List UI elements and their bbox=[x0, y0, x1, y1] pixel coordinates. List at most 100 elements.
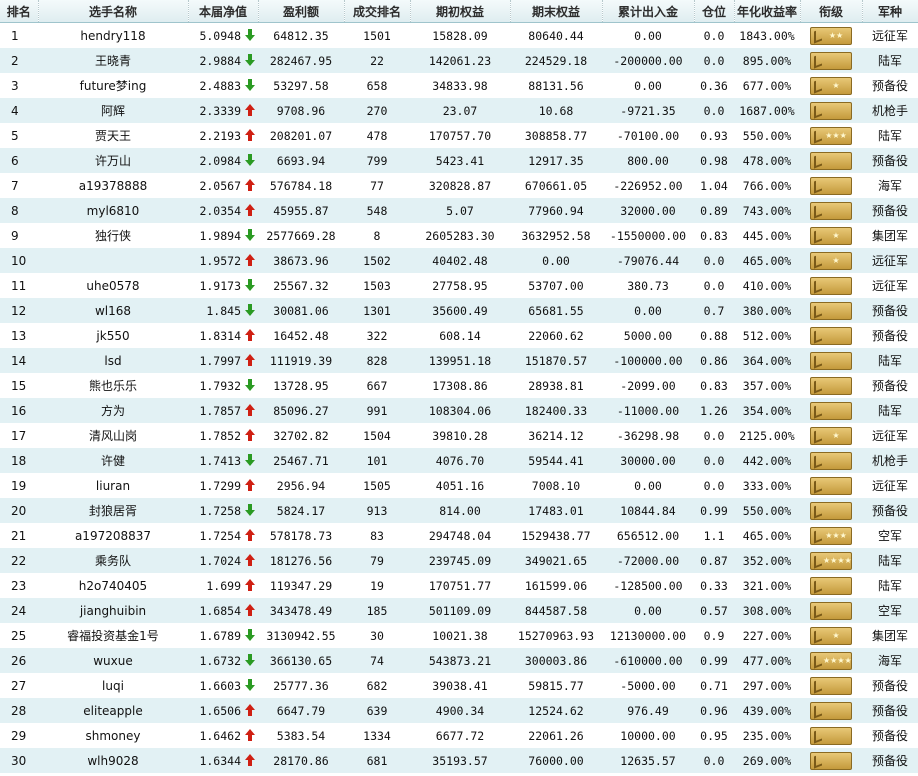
military-rank-cell bbox=[800, 273, 862, 298]
player-name-link[interactable]: wuxue bbox=[38, 648, 188, 673]
arrow-up-icon bbox=[244, 604, 256, 617]
end-equity-cell: 151870.57 bbox=[510, 348, 602, 373]
end-equity-cell: 59815.77 bbox=[528, 678, 584, 693]
arrow-down-icon bbox=[244, 79, 256, 92]
player-name-link[interactable]: 清风山岗 bbox=[88, 429, 137, 443]
military-rank-cell bbox=[800, 298, 862, 323]
player-name-link[interactable]: eliteapple bbox=[38, 698, 188, 723]
military-rank-cell bbox=[800, 348, 862, 373]
position-cell: 0.86 bbox=[694, 348, 734, 373]
military-rank-cell: ★ bbox=[800, 248, 862, 273]
header-military-rank[interactable]: 衔级 bbox=[800, 0, 863, 23]
player-name-link[interactable]: 王晓青 bbox=[38, 48, 188, 73]
profit-cell: 366130.65 bbox=[258, 648, 344, 673]
player-name-link[interactable]: lsd bbox=[38, 348, 188, 373]
net-value-cell: 1.6506 bbox=[188, 698, 258, 723]
start-equity-cell: 170751.77 bbox=[428, 578, 492, 593]
start-equity-cell: 34833.98 bbox=[432, 78, 488, 93]
cumulative-flow-cell: -610000.00 bbox=[602, 648, 694, 673]
header-annual-return[interactable]: 年化收益率 bbox=[734, 0, 801, 23]
player-name-link[interactable]: 许健 bbox=[38, 448, 188, 473]
rank-insignia-icon: ★ bbox=[810, 251, 852, 270]
profit-cell: 25777.36 bbox=[273, 678, 329, 693]
military-rank-cell: ★ bbox=[800, 223, 862, 248]
profit-cell: 119347.29 bbox=[269, 578, 333, 593]
header-end-equity[interactable]: 期末权益 bbox=[510, 0, 603, 23]
net-value-cell: 1.7997 bbox=[188, 348, 258, 373]
header-trade-rank[interactable]: 成交排名 bbox=[344, 0, 411, 23]
insignia-stars bbox=[823, 453, 849, 469]
profit-cell: 13728.95 bbox=[273, 378, 329, 393]
net-value-cell: 2.0354 bbox=[188, 198, 258, 223]
player-name-link[interactable]: a19378888 bbox=[78, 178, 148, 193]
header-net-value[interactable]: 本届净值 bbox=[188, 0, 259, 23]
net-value: 1.7258 bbox=[199, 503, 241, 518]
player-name-link[interactable]: shmoney bbox=[85, 728, 141, 743]
player-name-link[interactable]: 独行侠 bbox=[94, 229, 131, 243]
net-value: 1.7997 bbox=[199, 353, 241, 368]
player-name-link[interactable]: luqi bbox=[102, 678, 124, 693]
branch-cell: 陆军 bbox=[862, 398, 918, 423]
header-branch[interactable]: 军种 bbox=[862, 0, 918, 23]
branch-cell: 预备役 bbox=[862, 498, 918, 523]
player-name-link[interactable]: 乘务队 bbox=[38, 548, 188, 573]
net-value-cell: 2.3339 bbox=[188, 98, 258, 123]
cumulative-flow-cell: 0.00 bbox=[634, 78, 662, 93]
player-name-link[interactable] bbox=[38, 248, 188, 273]
position-cell: 0.0 bbox=[703, 28, 725, 43]
player-name-link[interactable]: a197208837 bbox=[74, 528, 152, 543]
rank-cell: 5 bbox=[11, 128, 19, 143]
net-value: 1.9572 bbox=[199, 253, 241, 268]
player-name-link[interactable]: 方为 bbox=[38, 398, 188, 423]
military-rank-cell bbox=[800, 673, 862, 698]
start-equity-cell: 170757.70 bbox=[428, 128, 492, 143]
player-name-link[interactable]: jianghuibin bbox=[38, 598, 188, 623]
header-profit[interactable]: 盈利额 bbox=[258, 0, 345, 23]
rank-cell: 4 bbox=[0, 98, 38, 123]
header-start-equity[interactable]: 期初权益 bbox=[410, 0, 511, 23]
player-name-link[interactable]: 阿辉 bbox=[38, 98, 188, 123]
position-cell: 0.87 bbox=[694, 548, 734, 573]
rank-insignia-icon bbox=[810, 201, 852, 220]
player-name-link[interactable]: wl168 bbox=[38, 298, 188, 323]
rank-cell: 26 bbox=[0, 648, 38, 673]
start-equity-cell: 294748.04 bbox=[428, 528, 492, 543]
end-equity-cell: 17483.01 bbox=[510, 498, 602, 523]
annual-return-cell: 364.00% bbox=[734, 348, 800, 373]
end-equity-cell: 53707.00 bbox=[528, 278, 584, 293]
net-value: 2.3339 bbox=[199, 103, 241, 118]
net-value: 1.6506 bbox=[199, 703, 241, 718]
net-value-cell: 1.9894 bbox=[188, 223, 258, 248]
player-name-link[interactable]: uhe0578 bbox=[86, 278, 140, 293]
table-row: 2 王晓青 2.9884 282467.95 22 142061.23 224529.18-… bbox=[0, 48, 918, 73]
player-name-link[interactable]: myl6810 bbox=[38, 198, 188, 223]
player-name-link[interactable]: h2o740405 bbox=[78, 578, 148, 593]
header-rank[interactable]: 排名 bbox=[0, 0, 39, 23]
player-name-link[interactable]: wlh9028 bbox=[38, 748, 188, 773]
player-name-link[interactable]: jk550 bbox=[96, 328, 130, 343]
header-player-name[interactable]: 选手名称 bbox=[38, 0, 189, 23]
end-equity-cell: 59544.41 bbox=[510, 448, 602, 473]
rank-insignia-icon: ★ bbox=[810, 226, 852, 245]
position-cell: 0.9 bbox=[703, 628, 725, 643]
end-equity-cell: 80640.44 bbox=[528, 28, 584, 43]
player-name-link[interactable]: future梦ing bbox=[79, 79, 147, 93]
cumulative-flow-cell: 0.00 bbox=[602, 298, 694, 323]
player-name-link[interactable]: 睿福投资基金1号 bbox=[67, 629, 159, 643]
player-name-link[interactable]: 熊也乐乐 bbox=[88, 379, 137, 393]
insignia-stars bbox=[823, 703, 849, 719]
header-cumulative-flow[interactable]: 累计出入金 bbox=[602, 0, 695, 23]
header-position[interactable]: 仓位 bbox=[694, 0, 735, 23]
insignia-stars bbox=[823, 678, 849, 694]
cumulative-flow-cell: -11000.00 bbox=[602, 398, 694, 423]
player-name-link[interactable]: liuran bbox=[95, 478, 131, 493]
player-name-link[interactable]: 贾天王 bbox=[94, 129, 131, 143]
position-cell: 0.83 bbox=[700, 228, 728, 243]
insignia-stars bbox=[823, 403, 849, 419]
position-cell: 0.71 bbox=[700, 678, 728, 693]
player-name-link[interactable]: hendry118 bbox=[80, 28, 146, 43]
table-row: 11 uhe0578 1.9173 25567.32 1503 27758.95 53707… bbox=[0, 273, 918, 298]
player-name-link[interactable]: 封狼居胥 bbox=[38, 498, 188, 523]
rank-insignia-icon bbox=[810, 726, 852, 745]
player-name-link[interactable]: 许万山 bbox=[38, 148, 188, 173]
